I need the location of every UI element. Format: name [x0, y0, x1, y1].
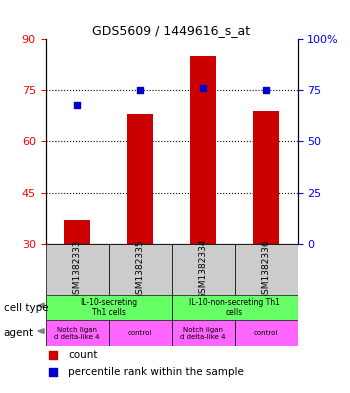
Text: Notch ligan
d delta-like 4: Notch ligan d delta-like 4	[54, 327, 100, 340]
FancyBboxPatch shape	[46, 244, 108, 295]
Text: GSM1382333: GSM1382333	[72, 239, 82, 299]
Text: IL-10-secreting
Th1 cells: IL-10-secreting Th1 cells	[80, 298, 137, 317]
Text: GSM1382335: GSM1382335	[135, 239, 145, 299]
Bar	[127, 114, 153, 244]
Text: control: control	[254, 330, 278, 336]
FancyBboxPatch shape	[172, 244, 234, 295]
Text: percentile rank within the sample: percentile rank within the sample	[68, 367, 244, 377]
Text: IL-10-non-secreting Th1
cells: IL-10-non-secreting Th1 cells	[189, 298, 280, 317]
Text: GSM1382336: GSM1382336	[261, 239, 271, 299]
FancyBboxPatch shape	[108, 320, 172, 346]
Text: control: control	[128, 330, 152, 336]
Text: Notch ligan
d delta-like 4: Notch ligan d delta-like 4	[180, 327, 226, 340]
Text: GSM1382334: GSM1382334	[198, 239, 208, 299]
Point	[263, 87, 269, 94]
FancyBboxPatch shape	[172, 295, 298, 320]
Point	[137, 87, 143, 94]
Polygon shape	[38, 303, 44, 308]
Title: GDS5609 / 1449616_s_at: GDS5609 / 1449616_s_at	[92, 24, 251, 37]
Text: cell type: cell type	[4, 303, 48, 312]
FancyBboxPatch shape	[172, 320, 234, 346]
FancyBboxPatch shape	[46, 320, 108, 346]
Point	[50, 369, 56, 376]
Polygon shape	[38, 329, 44, 333]
FancyBboxPatch shape	[108, 244, 172, 295]
FancyBboxPatch shape	[46, 295, 172, 320]
FancyBboxPatch shape	[234, 320, 298, 346]
Text: count: count	[68, 350, 98, 360]
Point	[50, 352, 56, 358]
Point	[74, 101, 80, 108]
Bar	[64, 220, 90, 244]
Text: agent: agent	[4, 328, 34, 338]
Point	[200, 85, 206, 92]
Bar	[253, 111, 279, 244]
Bar	[190, 56, 216, 244]
FancyBboxPatch shape	[234, 244, 298, 295]
